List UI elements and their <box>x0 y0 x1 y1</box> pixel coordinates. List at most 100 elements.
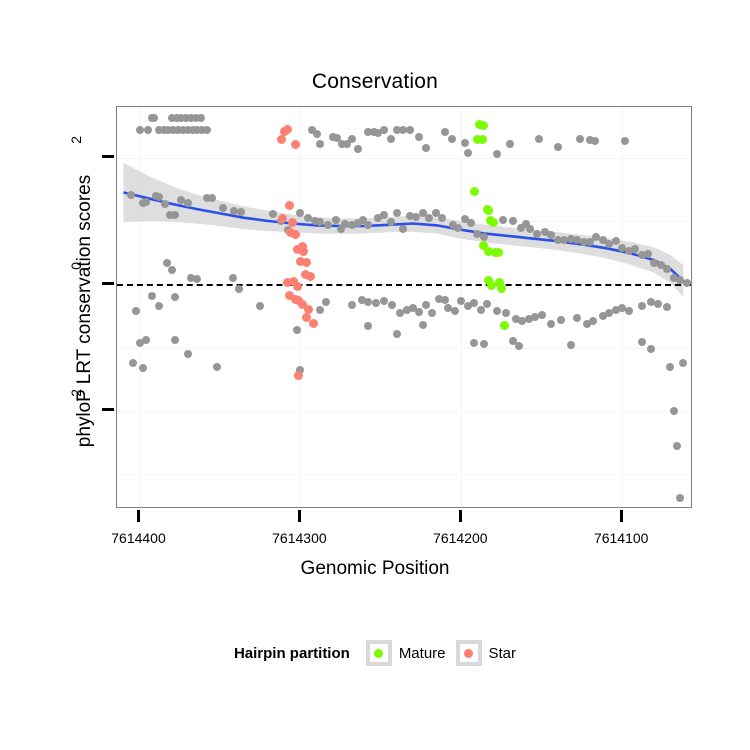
point-other <box>183 125 192 134</box>
point-other <box>637 302 646 311</box>
gridline-horizontal <box>117 410 691 412</box>
point-other <box>589 316 598 325</box>
point-other <box>463 301 472 310</box>
point-other <box>212 362 221 371</box>
point-other <box>187 273 195 282</box>
point-other <box>207 193 216 202</box>
point-other <box>372 299 381 308</box>
point-other <box>135 338 144 347</box>
point-other <box>605 240 614 249</box>
x-axis-tick-label: 7614300 <box>272 530 327 546</box>
point-other <box>479 340 488 349</box>
point-other <box>460 215 469 224</box>
point-other <box>679 359 688 368</box>
point-other <box>354 145 363 154</box>
point-other <box>647 344 656 353</box>
point-other <box>473 230 482 239</box>
point-other <box>347 301 356 310</box>
point-other <box>307 125 316 134</box>
point-star <box>279 126 289 136</box>
point-other <box>315 218 324 227</box>
point-star <box>289 277 299 287</box>
point-other <box>177 113 186 122</box>
y-axis-tick-label: 0 <box>68 262 84 271</box>
point-other <box>624 246 633 255</box>
point-other <box>502 309 511 318</box>
point-other <box>454 223 463 232</box>
point-other <box>167 265 176 274</box>
point-other <box>357 296 366 305</box>
point-other <box>647 297 656 306</box>
legend-item-mature[interactable]: Mature <box>365 640 446 666</box>
point-other <box>531 313 540 322</box>
point-other <box>182 113 191 122</box>
point-star <box>284 291 294 301</box>
point-other <box>492 150 501 159</box>
point-other <box>135 125 144 134</box>
point-other <box>148 291 157 300</box>
point-other <box>193 125 202 134</box>
point-other <box>409 304 418 313</box>
gridline-horizontal <box>117 474 691 476</box>
point-other <box>470 338 479 347</box>
point-other <box>230 206 239 215</box>
x-axis-tick-label: 7614400 <box>111 530 166 546</box>
point-other <box>373 213 382 222</box>
point-other <box>582 319 591 328</box>
point-other <box>331 215 340 224</box>
legend: Hairpin partition Mature Star <box>0 640 750 666</box>
point-other <box>421 300 430 309</box>
point-other <box>624 306 633 315</box>
point-other <box>598 311 607 320</box>
x-axis-tick <box>137 510 141 522</box>
point-other <box>598 235 607 244</box>
legend-label-mature: Mature <box>398 644 446 662</box>
point-other <box>592 232 601 241</box>
x-axis-title: Genomic Position <box>300 558 450 579</box>
point-other <box>499 216 508 225</box>
point-other <box>183 198 192 207</box>
point-other <box>399 224 408 233</box>
x-axis-tick-label: 7614200 <box>433 530 488 546</box>
point-star <box>291 139 301 149</box>
point-other <box>586 135 595 144</box>
point-other <box>444 303 453 312</box>
point-other <box>154 125 163 134</box>
point-other <box>621 137 630 146</box>
point-other <box>162 259 171 268</box>
point-other <box>532 230 541 239</box>
y-axis-tick-label: -2 <box>68 388 84 402</box>
point-other <box>553 142 562 151</box>
point-other <box>540 227 549 236</box>
point-star <box>297 241 307 251</box>
point-other <box>333 134 342 143</box>
point-other <box>392 329 401 338</box>
point-other <box>428 308 437 317</box>
point-other <box>557 316 566 325</box>
point-other <box>421 143 430 152</box>
point-other <box>363 322 372 331</box>
point-mature <box>493 248 503 258</box>
point-other <box>296 365 305 374</box>
point-other <box>196 113 205 122</box>
point-other <box>198 125 207 134</box>
point-other <box>573 235 582 244</box>
point-other <box>637 251 646 260</box>
point-star <box>295 256 305 266</box>
y-axis-tick <box>102 155 114 159</box>
point-other <box>605 308 614 317</box>
point-other <box>219 203 228 212</box>
point-star <box>302 258 312 268</box>
point-other <box>412 213 421 222</box>
point-other <box>402 305 411 314</box>
point-star <box>299 246 309 256</box>
point-other <box>315 305 324 314</box>
point-other <box>363 220 372 229</box>
point-star <box>308 319 318 328</box>
zero-reference-line <box>117 284 691 287</box>
point-other <box>170 210 179 219</box>
point-star <box>303 305 313 315</box>
point-other <box>676 494 685 503</box>
point-other <box>676 276 685 285</box>
legend-item-star[interactable]: Star <box>455 640 516 666</box>
